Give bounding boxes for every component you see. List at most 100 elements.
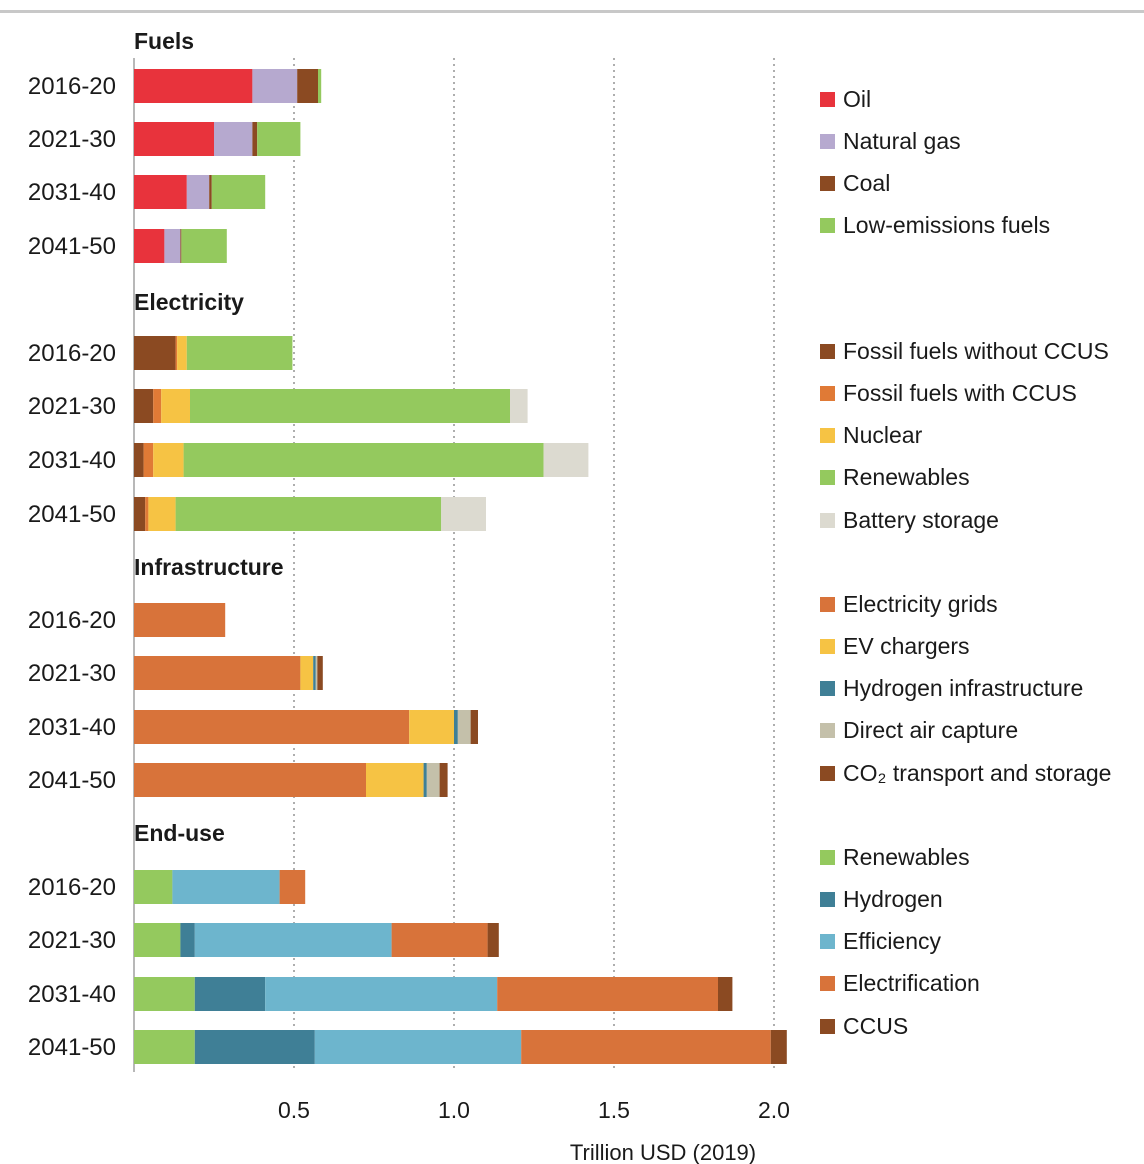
bar-segment <box>134 763 366 797</box>
bar-segment <box>497 977 718 1011</box>
category-label: 2016-20 <box>28 607 116 634</box>
category-label: 2021-30 <box>28 660 116 687</box>
bar-segment <box>454 710 458 744</box>
legend-swatch <box>820 596 835 612</box>
bar-segment <box>161 389 190 423</box>
legend-item: Renewables <box>820 842 970 872</box>
category-label: 2016-20 <box>28 73 116 100</box>
legend-label: Direct air capture <box>843 717 1019 744</box>
legend-label: Renewables <box>843 843 970 870</box>
x-tick-label: 0.5 <box>278 1097 310 1123</box>
bar-segment <box>318 69 322 103</box>
legend-item: Hydrogen <box>820 884 943 914</box>
legend-item: Electricity grids <box>820 589 998 619</box>
bar-segment <box>209 175 212 209</box>
bar-segment <box>134 977 195 1011</box>
bar-segment <box>134 443 144 477</box>
category-label: 2041-50 <box>28 233 116 260</box>
bar-segment <box>300 656 314 690</box>
legend-swatch <box>820 765 835 781</box>
legend-item: Efficiency <box>820 927 941 957</box>
legend-label: Coal <box>843 170 891 197</box>
bar-segment <box>257 122 301 156</box>
bar-segment <box>186 175 210 209</box>
bar-segment <box>134 389 154 423</box>
legend-label: Fossil fuels without CCUS <box>843 337 1109 364</box>
legend-swatch <box>820 176 835 192</box>
bar-segment <box>252 69 298 103</box>
bar-segment <box>439 763 448 797</box>
bar-segment <box>134 497 146 531</box>
bar-segment <box>366 763 424 797</box>
bar-segment <box>423 763 427 797</box>
bar-segment <box>172 870 280 904</box>
legend-item: Renewables <box>820 463 970 493</box>
bar-segment <box>510 389 528 423</box>
bar-segment <box>297 69 318 103</box>
bar-segment <box>194 923 392 957</box>
bar-segment <box>134 870 173 904</box>
legend-item: Low-emissions fuels <box>820 211 1050 241</box>
bar-segment <box>211 175 266 209</box>
category-label: 2031-40 <box>28 981 116 1008</box>
legend-item: Natural gas <box>820 126 961 156</box>
legend-label: Nuclear <box>843 422 923 449</box>
category-label: 2016-20 <box>28 874 116 901</box>
bar-segment <box>543 443 589 477</box>
bar-segment <box>134 603 226 637</box>
legend-swatch <box>820 343 835 359</box>
legend-label: Electricity grids <box>843 590 998 617</box>
x-tick-label: 2.0 <box>758 1097 790 1123</box>
bar-segment <box>521 1030 771 1064</box>
bar-segment <box>194 977 266 1011</box>
bar-segment <box>770 1030 787 1064</box>
bar-segment <box>487 923 499 957</box>
legend-swatch <box>820 723 835 739</box>
bar-segment <box>175 336 178 370</box>
bar-segment <box>134 229 165 263</box>
legend-item: Coal <box>820 169 890 199</box>
legend-swatch <box>820 891 835 907</box>
legend-label: Renewables <box>843 464 970 491</box>
bar-segment <box>457 710 471 744</box>
bar-segment <box>186 336 293 370</box>
legend-label: CO₂ transport and storage <box>843 759 1112 786</box>
bar-segment <box>177 336 187 370</box>
bar-segment <box>214 122 253 156</box>
legend-item: Electrification <box>820 969 980 999</box>
bar-segment <box>134 656 301 690</box>
category-label: 2021-30 <box>28 927 116 954</box>
category-label: 2031-40 <box>28 714 116 741</box>
bar-segment <box>391 923 488 957</box>
bar-segment <box>164 229 181 263</box>
bar-segment <box>175 497 442 531</box>
bar-segment <box>409 710 454 744</box>
legend-label: Natural gas <box>843 127 961 154</box>
legend-item: Direct air capture <box>820 716 1018 746</box>
legend-swatch <box>820 934 835 950</box>
legend-swatch <box>820 1018 835 1034</box>
bar-segment <box>426 763 440 797</box>
bar-segment <box>279 870 306 904</box>
category-label: 2016-20 <box>28 340 116 367</box>
bar-segment <box>134 122 214 156</box>
x-axis-label: Trillion USD (2019) <box>570 1140 756 1164</box>
legend-item: Nuclear <box>820 421 922 451</box>
legend-swatch <box>820 218 835 234</box>
category-label: 2031-40 <box>28 447 116 474</box>
legend-swatch <box>820 638 835 654</box>
bar-segment <box>134 1030 195 1064</box>
top-rule <box>0 10 1144 13</box>
category-label: 2031-40 <box>28 179 116 206</box>
legend-label: Electrification <box>843 970 980 997</box>
legend-item: Battery storage <box>820 505 999 535</box>
panel-title: Infrastructure <box>134 554 284 580</box>
bar-segment <box>314 1030 522 1064</box>
legend-label: Hydrogen <box>843 885 943 912</box>
panel-title: Fuels <box>134 28 194 54</box>
legend-swatch <box>820 133 835 149</box>
legend-label: EV chargers <box>843 632 970 659</box>
panel-title: Electricity <box>134 289 244 315</box>
legend-item: CCUS <box>820 1011 908 1041</box>
